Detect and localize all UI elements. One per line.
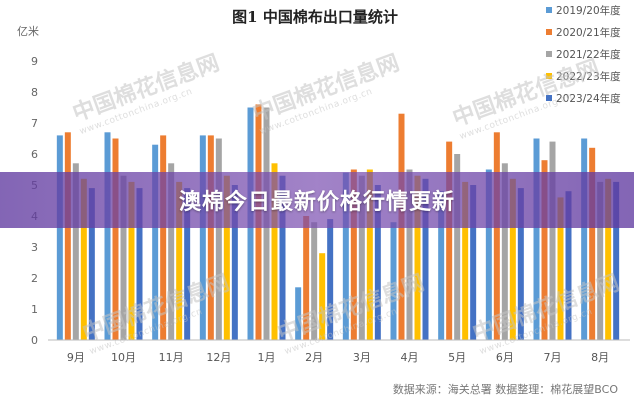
y-tick-label: 6 [31,148,38,161]
bar [311,222,318,340]
x-tick-label: 11月 [159,351,184,364]
legend-label: 2019/20年度 [556,4,621,17]
x-tick-label: 7月 [544,351,562,364]
bar [319,253,326,340]
bar [533,138,540,340]
bar [446,141,453,340]
x-tick-label: 5月 [448,351,466,364]
banner-title: 澳棉今日最新价格行情更新 [178,190,455,215]
bar [581,138,588,340]
bar [120,175,127,340]
bar [374,185,381,340]
bar [605,178,612,340]
legend-swatch [546,29,552,35]
bar [414,175,421,340]
x-tick-label: 8月 [591,351,609,364]
bar [406,169,413,340]
bar [64,132,71,340]
bar [342,172,349,340]
bar [493,132,500,340]
y-tick-label: 8 [31,86,38,99]
bar [597,181,604,340]
bar [176,181,183,340]
bar [517,188,524,340]
y-tick-label: 3 [31,241,38,254]
bar [168,163,175,340]
bar [549,141,556,340]
bar [541,160,548,340]
legend-swatch [546,73,552,79]
bar [152,144,159,340]
bar [327,219,334,340]
bar [557,197,564,340]
bar [112,138,119,340]
y-tick-label: 9 [31,55,38,68]
bar [279,175,286,340]
legend-swatch [546,7,552,13]
bar [438,191,445,340]
bar [72,163,79,340]
bar [350,169,357,340]
bar [501,163,508,340]
bar [207,135,214,340]
legend-swatch [546,51,552,57]
bar [358,175,365,340]
bar [589,147,596,340]
bars-layer [56,104,620,341]
title-banner: 澳棉今日最新价格行情更新 [0,172,634,228]
x-axis: 9月 10月 11月 12月 1月 2月 3月 4月 5月 6月 7月 8月 [67,351,609,364]
chart-title: 图1 中国棉布出口量统计 [232,8,398,26]
bar [485,169,492,340]
bar [454,154,461,340]
legend-label: 2021/22年度 [556,48,621,61]
bar [613,181,620,340]
x-tick-label: 2月 [305,351,323,364]
x-tick-label: 10月 [111,351,136,364]
bar [462,181,469,340]
bar [303,216,310,340]
bar [231,185,238,340]
bar [565,191,572,340]
x-tick-label: 1月 [258,351,276,364]
bar [470,185,477,340]
bar [366,169,373,340]
y-tick-label: 2 [31,272,38,285]
bar [104,132,111,340]
bar [80,178,87,340]
x-tick-label: 3月 [353,351,371,364]
x-tick-label: 4月 [401,351,419,364]
bar [160,135,167,340]
bar [136,188,143,340]
bar [184,188,191,340]
bar [295,287,302,340]
bar [56,135,63,340]
legend-label: 2023/24年度 [556,92,621,105]
bar [199,135,206,340]
bar [215,138,222,340]
bar [223,175,230,340]
bar [422,178,429,340]
source-note: 数据来源：海关总署 数据整理：棉花展望BCO [393,382,619,396]
bar [88,188,95,340]
bar [128,181,135,340]
y-axis-label: 亿米 [17,25,39,38]
legend-label: 2022/23年度 [556,70,621,83]
y-tick-label: 0 [31,334,38,347]
y-tick-label: 1 [31,303,38,316]
y-tick-label: 7 [31,117,38,130]
x-tick-label: 9月 [67,351,85,364]
legend-swatch [546,95,552,101]
legend: 2019/20年度 2020/21年度 2021/22年度 2022/23年度 2023… [546,4,621,105]
x-tick-label: 12月 [206,351,231,364]
bar [271,163,278,340]
bar [509,178,516,340]
legend-label: 2020/21年度 [556,26,621,39]
x-tick-label: 6月 [496,351,514,364]
bar [390,222,397,340]
